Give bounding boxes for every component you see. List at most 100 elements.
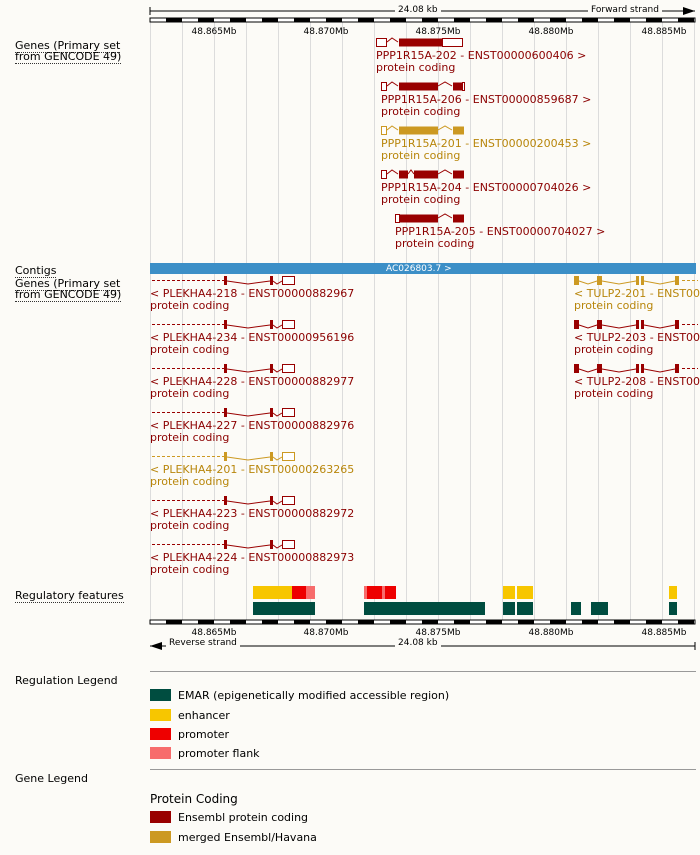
- transcript-biotype: protein coding: [150, 563, 230, 576]
- transcript-plekha4-228: [152, 364, 295, 373]
- track-label-contigs[interactable]: Contigs: [15, 264, 57, 278]
- top-span-label: 24.08 kb: [395, 5, 441, 15]
- tick-label: 48.870Mb: [303, 27, 349, 37]
- contig-label[interactable]: AC026803.7 >: [386, 264, 452, 274]
- legend-swatch: [150, 689, 171, 701]
- tick-label: 48.875Mb: [415, 27, 461, 37]
- transcript-label[interactable]: PPP1R15A-206 - ENST00000859687 > protein …: [381, 94, 591, 118]
- legend-swatch: [150, 747, 171, 759]
- transcript-label[interactable]: PPP1R15A-202 - ENST00000600406 > protein …: [376, 50, 586, 74]
- transcript-label[interactable]: PPP1R15A-205 - ENST00000704027 > protein …: [395, 226, 605, 250]
- legend-label: enhancer: [178, 709, 230, 722]
- transcript-plekha4-201: [152, 452, 295, 461]
- legend-swatch: [150, 831, 171, 843]
- transcript-label[interactable]: < TULP2-203 - ENST0000protein coding: [574, 332, 700, 356]
- tick-label: 48.885Mb: [641, 27, 687, 37]
- transcript-name: PPP1R15A-204 - ENST00000704026 >: [381, 181, 592, 194]
- tick-label: 48.875Mb: [415, 628, 461, 638]
- transcript-label[interactable]: PPP1R15A-204 - ENST00000704026 > protein …: [381, 182, 591, 206]
- tick-label: 48.870Mb: [303, 628, 349, 638]
- legend-label: EMAR (epigenetically modified accessible…: [178, 689, 450, 702]
- track-label-genes-reverse[interactable]: Genes (Primary set from GENCODE 49): [15, 277, 140, 302]
- transcript-biotype: protein coding: [150, 299, 230, 312]
- track-label-text: Genes (Primary set from GENCODE 49): [15, 39, 122, 64]
- transcript-biotype: protein coding: [150, 519, 230, 532]
- tick-label: 48.880Mb: [528, 628, 574, 638]
- transcript-biotype: protein coding: [381, 193, 461, 206]
- transcript-name: < PLEKHA4-228 - ENST00000882977: [150, 375, 355, 388]
- transcript-ppp1r15a-206: [381, 81, 465, 91]
- transcript-name: < TULP2-201 - ENST0000: [574, 288, 700, 300]
- transcript-name: < PLEKHA4-223 - ENST00000882972: [150, 507, 355, 520]
- transcript-tulp2-201: [574, 276, 698, 285]
- transcript-biotype: protein coding: [150, 343, 230, 356]
- track-label-text: Genes (Primary set from GENCODE 49): [15, 277, 122, 302]
- transcript-name: < PLEKHA4-224 - ENST00000882973: [150, 551, 355, 564]
- transcript-biotype: protein coding: [150, 475, 230, 488]
- transcript-tulp2-208: [574, 364, 698, 373]
- transcript-label[interactable]: < PLEKHA4-234 - ENST00000956196 protein c…: [150, 332, 354, 356]
- track-label-regulatory[interactable]: Regulatory features: [15, 589, 124, 603]
- transcript-biotype: protein coding: [381, 105, 461, 118]
- transcript-label[interactable]: < TULP2-208 - ENST0000protein coding: [574, 376, 700, 400]
- transcript-name: PPP1R15A-202 - ENST00000600406 >: [376, 49, 587, 62]
- legend-label: merged Ensembl/Havana: [178, 831, 317, 844]
- transcript-name: < PLEKHA4-218 - ENST00000882967: [150, 287, 355, 300]
- transcript-name: PPP1R15A-206 - ENST00000859687 >: [381, 93, 592, 106]
- regulatory-features-row-2: [253, 602, 677, 615]
- top-scale-bar: [149, 7, 696, 23]
- transcript-label[interactable]: < PLEKHA4-228 - ENST00000882977 protein c…: [150, 376, 354, 400]
- transcript-ppp1r15a-204: [381, 169, 464, 179]
- transcript-label[interactable]: < PLEKHA4-227 - ENST00000882976 protein c…: [150, 420, 354, 444]
- bottom-strand-label: Reverse strand: [166, 638, 240, 648]
- transcript-name: < TULP2-203 - ENST0000: [574, 332, 700, 344]
- bottom-span-label: 24.08 kb: [395, 638, 441, 648]
- contig-bar: [150, 263, 696, 274]
- legend-divider: [150, 769, 696, 770]
- transcript-biotype: protein coding: [381, 149, 461, 162]
- gene-legend-title: Gene Legend: [15, 772, 88, 785]
- transcript-plekha4-234: [152, 320, 295, 329]
- top-strand-label: Forward strand: [588, 5, 662, 15]
- transcript-name: PPP1R15A-205 - ENST00000704027 >: [395, 225, 606, 238]
- legend-label: promoter flank: [178, 747, 260, 760]
- legend-divider: [150, 671, 696, 672]
- transcript-label[interactable]: < PLEKHA4-218 - ENST00000882967 protein c…: [150, 288, 354, 312]
- legend-swatch: [150, 728, 171, 740]
- transcript-ppp1r15a-202: [376, 37, 463, 47]
- legend-swatch: [150, 709, 171, 721]
- regulatory-features-row-1: [253, 586, 677, 599]
- transcript-plekha4-223: [152, 496, 295, 505]
- transcript-name: < PLEKHA4-234 - ENST00000956196: [150, 331, 355, 344]
- tick-label: 48.865Mb: [191, 628, 237, 638]
- transcript-label[interactable]: < PLEKHA4-223 - ENST00000882972 protein c…: [150, 508, 354, 532]
- transcript-name: < PLEKHA4-201 - ENST00000263265: [150, 463, 355, 476]
- legend-label: promoter: [178, 728, 230, 741]
- tick-label: 48.885Mb: [641, 628, 687, 638]
- transcript-biotype: protein coding: [150, 431, 230, 444]
- transcript-name: < TULP2-208 - ENST0000: [574, 376, 700, 388]
- transcript-tulp2-203: [574, 320, 698, 329]
- transcript-ppp1r15a-205: [395, 213, 464, 223]
- transcript-biotype: protein coding: [574, 387, 654, 400]
- track-label-genes-forward[interactable]: Genes (Primary set from GENCODE 49): [15, 39, 140, 64]
- transcript-name: PPP1R15A-201 - ENST00000200453 >: [381, 137, 592, 150]
- transcript-biotype: protein coding: [150, 387, 230, 400]
- legend-label: Ensembl protein coding: [178, 811, 309, 824]
- gridlines: [150, 22, 695, 622]
- transcript-biotype: protein coding: [395, 237, 475, 250]
- track-label-text: Regulatory features: [15, 589, 124, 603]
- tick-label: 48.880Mb: [528, 27, 574, 37]
- transcript-label[interactable]: < TULP2-201 - ENST0000protein coding: [574, 288, 700, 312]
- transcript-label[interactable]: PPP1R15A-201 - ENST00000200453 > protein …: [381, 138, 591, 162]
- legend-swatch: [150, 811, 171, 823]
- bottom-scale-bar: [149, 619, 696, 650]
- transcript-plekha4-227: [152, 408, 295, 417]
- transcript-biotype: protein coding: [574, 343, 654, 356]
- transcript-label[interactable]: < PLEKHA4-201 - ENST00000263265 protein c…: [150, 464, 354, 488]
- transcript-name: < PLEKHA4-227 - ENST00000882976: [150, 419, 355, 432]
- transcript-plekha4-218: [152, 276, 295, 285]
- tick-label: 48.865Mb: [191, 27, 237, 37]
- track-label-text: Contigs: [15, 264, 57, 278]
- transcript-label[interactable]: < PLEKHA4-224 - ENST00000882973 protein c…: [150, 552, 354, 576]
